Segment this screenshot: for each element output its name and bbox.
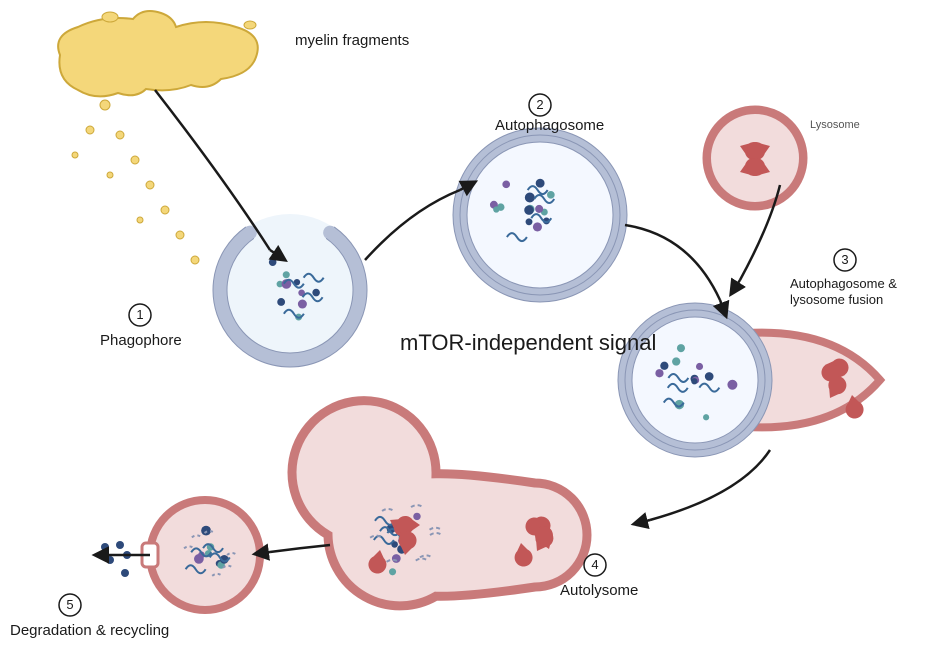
svg-text:2: 2 [536, 97, 543, 112]
svg-text:mTOR-independent signal: mTOR-independent signal [400, 330, 656, 355]
svg-text:Phagophore: Phagophore [100, 332, 182, 349]
svg-text:3: 3 [841, 252, 848, 267]
autophagosome [453, 128, 627, 302]
svg-text:myelin fragments: myelin fragments [295, 32, 409, 49]
svg-text:5: 5 [66, 597, 73, 612]
svg-text:lysosome fusion: lysosome fusion [790, 292, 883, 307]
lysosome [703, 106, 807, 210]
svg-text:4: 4 [591, 557, 598, 572]
svg-text:Degradation & recycling: Degradation & recycling [10, 622, 169, 639]
autolysosome [292, 401, 587, 606]
svg-text:Autolysome: Autolysome [560, 582, 638, 599]
svg-text:Lysosome: Lysosome [810, 119, 860, 131]
svg-text:Autophagosome &: Autophagosome & [790, 276, 897, 291]
fusion [618, 303, 880, 457]
phagophore [213, 214, 367, 367]
svg-text:1: 1 [136, 307, 143, 322]
svg-text:Autophagosome: Autophagosome [495, 117, 604, 134]
